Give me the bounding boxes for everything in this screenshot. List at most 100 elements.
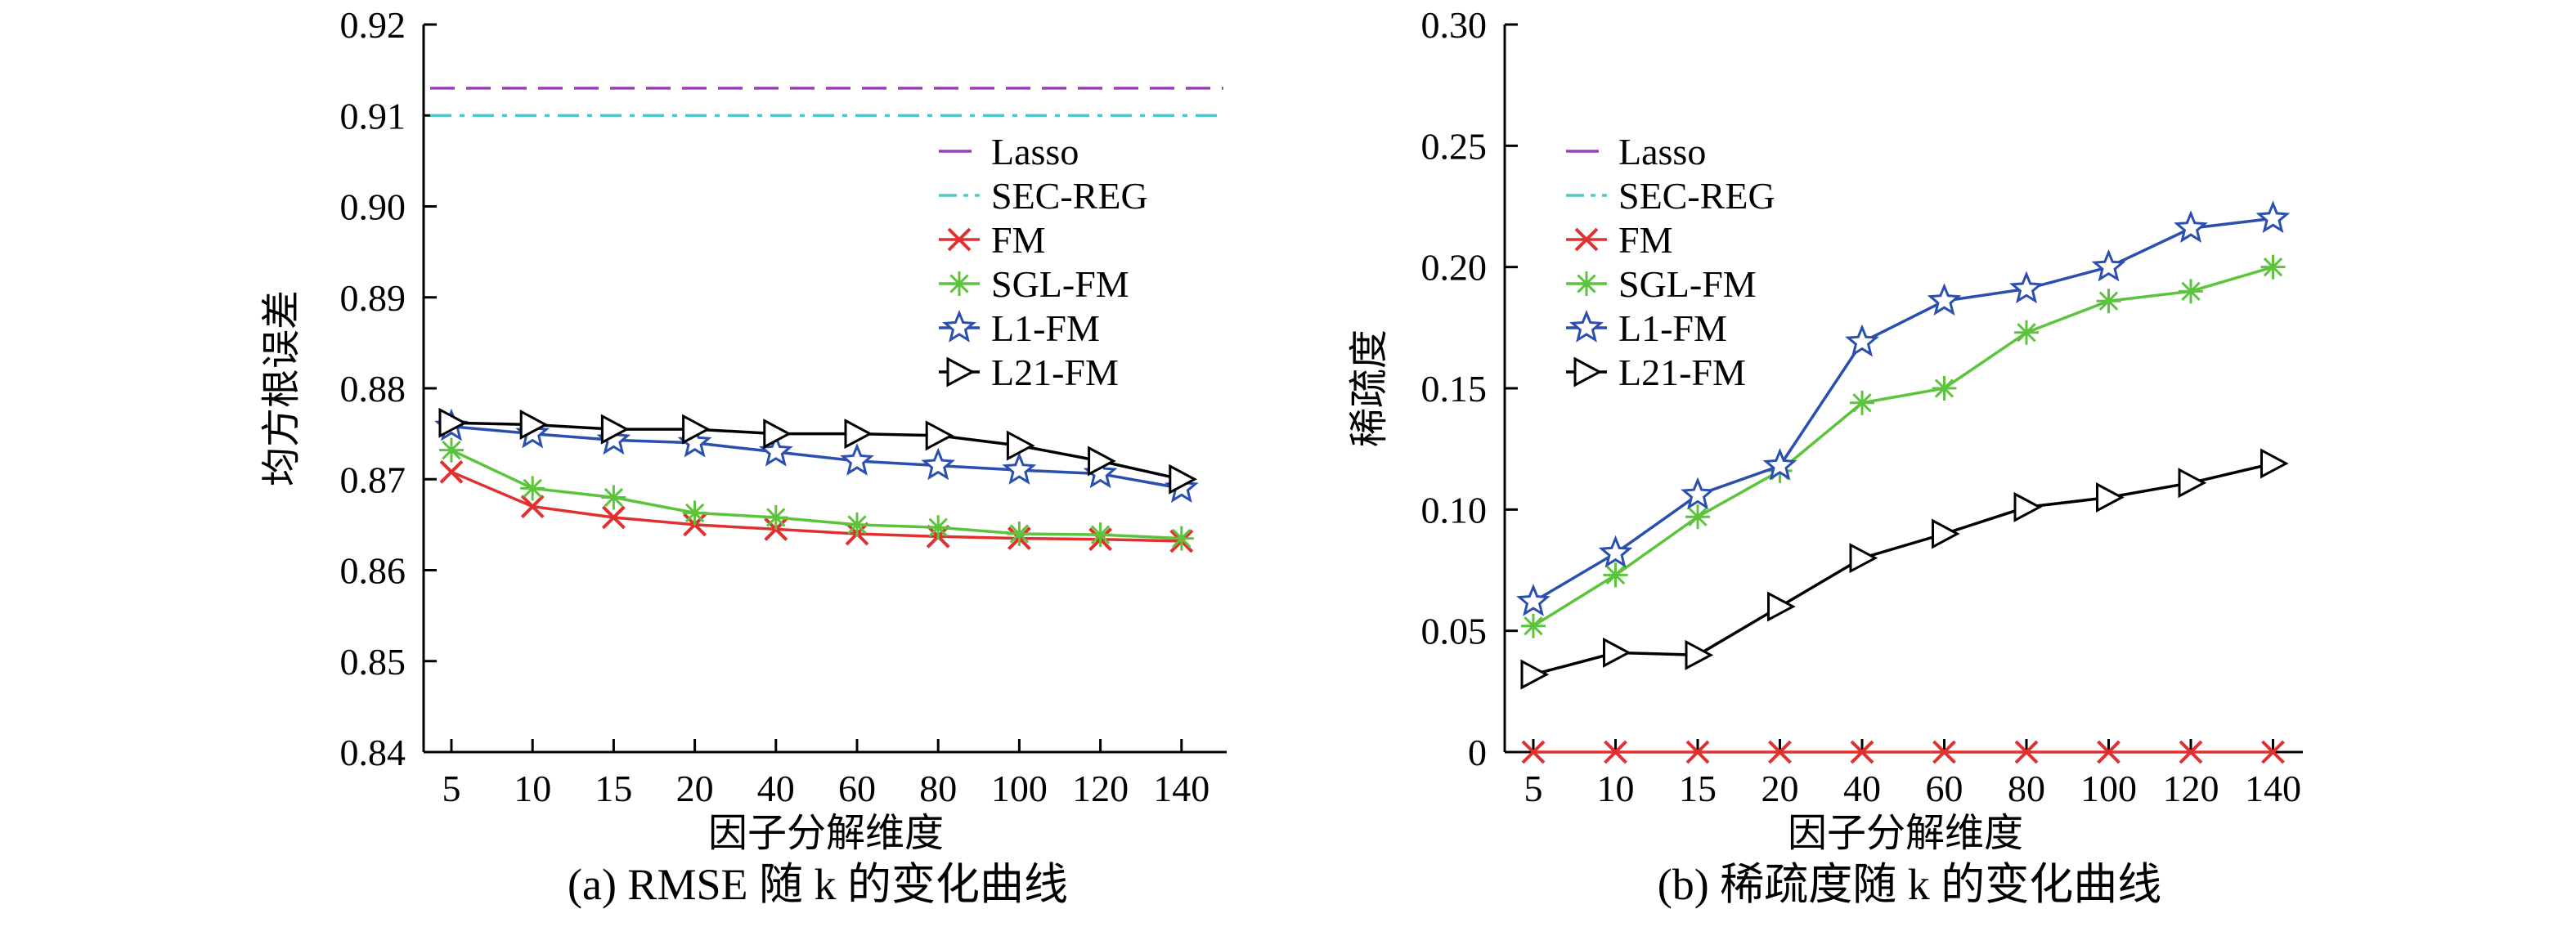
data-point-l1-fm: [1516, 584, 1551, 616]
legend-marker-fm: [947, 227, 972, 252]
series-fm: [439, 459, 1194, 553]
series-line-l1-fm: [1533, 217, 2273, 603]
data-point-l1-fm: [1681, 477, 1715, 510]
series-sgl-fm: [439, 437, 1194, 551]
data-point-l21-fm: [1169, 464, 1197, 495]
data-point-sgl-fm: [520, 476, 545, 501]
legend-label-lasso: Lasso: [1618, 131, 1706, 172]
data-point-l21-fm: [1932, 518, 1960, 549]
data-point-sgl-fm: [1603, 562, 1628, 588]
data-point-fm: [1932, 740, 1956, 764]
series-l21-fm: [1520, 448, 2289, 690]
data-point-l21-fm: [925, 420, 954, 451]
data-point-l1-fm: [840, 443, 874, 476]
data-point-l21-fm: [763, 419, 792, 450]
data-point-l21-fm: [1520, 659, 1550, 690]
series-fm: [1521, 740, 2285, 764]
y-tick-label: 0: [1468, 732, 1487, 773]
data-point-fm: [2097, 740, 2120, 764]
data-point-sgl-fm: [1850, 390, 1874, 415]
data-point-fm: [439, 459, 464, 484]
data-point-sgl-fm: [1007, 522, 1032, 546]
data-point-fm: [1521, 740, 1546, 764]
data-point-l21-fm: [1685, 639, 1714, 670]
x-tick-label: 10: [1597, 768, 1635, 809]
legend-marker-l1-fm: [942, 310, 976, 343]
data-point-l1-fm: [1762, 447, 1797, 481]
chart-b: 0 0.05 0.10 0.15 0.20 0.25 0.30 5 10 15 20 40 60 80 10…: [1348, 4, 2303, 909]
x-tick-label: 140: [2245, 768, 2301, 809]
x-tick-label: 10: [514, 768, 551, 809]
data-point-fm: [2261, 740, 2285, 764]
legend-marker-sgl-fm: [1574, 271, 1599, 296]
data-point-l1-fm: [921, 447, 956, 481]
y-tick-label: 0.89: [340, 277, 406, 319]
data-point-fm: [520, 495, 545, 519]
series-line-fm: [451, 470, 1182, 543]
legend-label-l1-fm: L1-FM: [991, 307, 1100, 349]
legend-label-l1-fm: L1-FM: [1618, 307, 1727, 349]
data-point-sgl-fm: [601, 485, 626, 510]
data-point-l21-fm: [519, 410, 549, 440]
legend-label-l21-fm: L21-FM: [1618, 352, 1746, 393]
legend-label-lasso: Lasso: [991, 131, 1079, 172]
x-tick-label: 100: [991, 768, 1048, 809]
y-tick-label: 0.84: [340, 732, 406, 773]
x-tick-label: 140: [1153, 768, 1209, 809]
data-point-l21-fm: [2260, 448, 2289, 479]
legend-marker-l21-fm: [1573, 356, 1603, 387]
legend-marker-l1-fm: [1569, 310, 1604, 343]
y-axis-label: 均方根误差: [260, 290, 303, 486]
data-point-l1-fm: [2174, 210, 2208, 244]
legend-label-sgl-fm: SGL-FM: [991, 263, 1129, 305]
legend-marker-fm: [1574, 227, 1599, 252]
legend-marker-sgl-fm: [947, 271, 972, 296]
legend-label-l21-fm: L21-FM: [991, 352, 1119, 393]
legend-label-fm: FM: [991, 219, 1045, 261]
x-tick-label: 15: [1679, 768, 1717, 809]
data-point-l1-fm: [1927, 283, 1962, 316]
y-tick-label: 0.25: [1421, 125, 1488, 167]
series-line-l1-fm: [451, 424, 1183, 490]
data-point-fm: [2179, 740, 2203, 764]
series-line-l21-fm: [451, 421, 1183, 481]
data-point-sgl-fm: [2014, 320, 2039, 345]
y-tick-label: 0.90: [340, 186, 406, 228]
data-point-sgl-fm: [682, 500, 707, 526]
data-point-l21-fm: [2096, 482, 2125, 513]
data-point-l21-fm: [600, 414, 630, 445]
data-point-fm: [1604, 740, 1627, 764]
x-tick-label: 40: [1843, 768, 1881, 809]
y-tick-label: 0.85: [340, 641, 406, 683]
x-tick-label: 60: [838, 768, 876, 809]
x-tick-label: 100: [2080, 768, 2137, 809]
data-point-sgl-fm: [1685, 504, 1710, 530]
legend-label-sec-reg: SEC-REG: [991, 175, 1148, 217]
data-point-l21-fm: [1088, 446, 1116, 477]
x-tick-label: 20: [1761, 768, 1799, 809]
chart-caption: (b) 稀疏度随 k 的变化曲线: [1658, 860, 2161, 909]
data-point-l21-fm: [682, 414, 711, 445]
data-point-fm: [1850, 740, 1874, 764]
x-tick-label: 40: [757, 768, 795, 809]
data-point-fm: [601, 505, 626, 530]
y-tick-label: 0.92: [340, 4, 406, 46]
y-tick-label: 0.88: [340, 368, 406, 410]
data-point-l21-fm: [844, 419, 873, 450]
data-point-fm: [2014, 740, 2039, 764]
data-point-fm: [1685, 740, 1710, 764]
data-point-l21-fm: [2013, 491, 2043, 522]
y-tick-label: 0.87: [340, 459, 406, 500]
data-point-sgl-fm: [845, 512, 869, 537]
data-point-l1-fm: [1002, 452, 1037, 485]
series-l1-fm: [1516, 200, 2291, 616]
series-line-sgl-fm: [1533, 266, 2273, 628]
chart-caption: (a) RMSE 随 k 的变化曲线: [568, 860, 1068, 909]
data-point-l1-fm: [2009, 271, 2044, 304]
x-tick-label: 80: [2008, 768, 2045, 809]
data-point-l21-fm: [1006, 430, 1035, 461]
data-point-l1-fm: [2255, 200, 2291, 234]
series-l21-fm: [438, 407, 1197, 495]
data-point-l21-fm: [1849, 543, 1878, 574]
